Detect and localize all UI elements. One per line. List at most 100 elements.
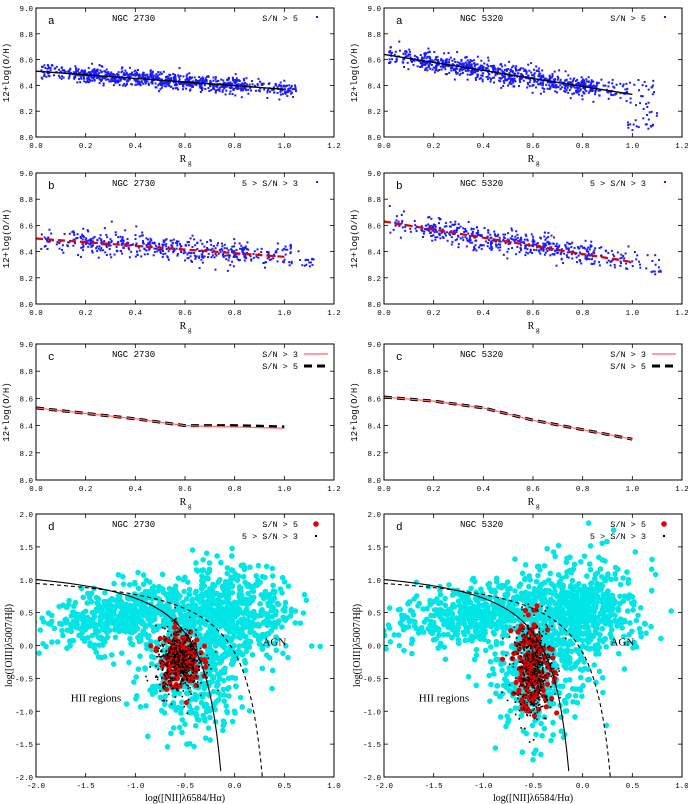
data-point xyxy=(203,255,206,258)
data-point xyxy=(207,248,210,251)
data-point xyxy=(631,265,634,268)
data-point xyxy=(120,244,123,247)
data-point xyxy=(575,91,578,94)
data-point xyxy=(513,85,516,88)
data-point xyxy=(525,69,528,72)
data-point xyxy=(543,235,546,238)
sdss-point xyxy=(247,564,253,571)
legend: S/N > 3S/N > 5 xyxy=(262,350,328,372)
data-point xyxy=(172,87,175,90)
data-point xyxy=(584,82,587,85)
data-point xyxy=(406,61,409,64)
data-point xyxy=(96,68,99,71)
sdss-point xyxy=(143,577,150,584)
data-point xyxy=(511,70,514,73)
data-point xyxy=(270,258,273,261)
line-sn5 xyxy=(384,395,633,441)
data-point xyxy=(145,237,148,240)
data-point xyxy=(82,235,85,238)
data-point xyxy=(404,52,407,55)
sdss-point xyxy=(282,604,288,611)
data-point xyxy=(506,78,509,81)
galaxy-name: NGC 2730 xyxy=(112,350,155,360)
data-point xyxy=(91,240,94,243)
data-point xyxy=(151,81,154,84)
data-point xyxy=(282,85,285,88)
sdss-point xyxy=(147,687,153,693)
data-point xyxy=(114,79,117,82)
data-point xyxy=(75,69,78,72)
sdss-point xyxy=(65,601,72,608)
data-point xyxy=(419,60,422,63)
data-point-red xyxy=(201,643,208,649)
data-point xyxy=(587,250,590,253)
data-point xyxy=(204,77,207,80)
data-point xyxy=(533,72,536,75)
sdss-point xyxy=(140,581,147,587)
data-point xyxy=(75,67,78,70)
ticks: 0.0 0.2 0.4 0.6 0.8 1.0 1.28.08.28.48.68.89.0 xyxy=(19,6,340,151)
data-point xyxy=(653,270,656,273)
data-point xyxy=(466,69,469,72)
data-point xyxy=(223,243,226,246)
data-point xyxy=(480,74,483,77)
data-point xyxy=(444,68,447,71)
data-point xyxy=(104,78,107,81)
data-point xyxy=(247,92,250,95)
data-point xyxy=(476,55,479,58)
sdss-point xyxy=(283,643,289,649)
data-point xyxy=(93,79,96,82)
data-point xyxy=(211,254,214,257)
data-point xyxy=(502,233,505,236)
data-point xyxy=(590,258,593,261)
data-point xyxy=(126,75,129,78)
data-point xyxy=(572,84,575,87)
data-point xyxy=(532,238,535,241)
data-point xyxy=(427,223,430,226)
data-point xyxy=(146,253,149,256)
sdss-point xyxy=(198,699,205,706)
sdss-point xyxy=(149,661,155,667)
data-point xyxy=(445,73,448,76)
data-point xyxy=(282,261,285,264)
data-point xyxy=(598,261,601,264)
data-point xyxy=(533,68,536,71)
sdss-point xyxy=(171,592,178,599)
data-point-black xyxy=(163,643,166,646)
data-point xyxy=(305,258,308,261)
data-point xyxy=(651,93,654,96)
data-point xyxy=(514,235,517,238)
data-point xyxy=(91,79,94,82)
data-point xyxy=(130,244,133,247)
data-point xyxy=(219,251,222,254)
data-point xyxy=(301,264,304,267)
data-point xyxy=(598,247,601,250)
data-point xyxy=(136,68,139,71)
sdss-point xyxy=(158,611,165,618)
data-point xyxy=(155,75,158,78)
data-point xyxy=(420,58,423,61)
data-point xyxy=(287,88,290,91)
data-point xyxy=(116,242,119,245)
data-point xyxy=(109,253,112,256)
data-point xyxy=(508,82,511,85)
data-point xyxy=(620,262,623,265)
data-point-black xyxy=(168,636,170,639)
data-point xyxy=(188,76,191,79)
data-point xyxy=(581,78,584,81)
data-point-black xyxy=(158,655,160,658)
sdss-point xyxy=(86,594,93,601)
data-point xyxy=(488,69,491,72)
data-point xyxy=(235,85,238,88)
data-point xyxy=(290,260,293,263)
data-point xyxy=(120,71,123,74)
data-point xyxy=(242,253,245,256)
data-point xyxy=(567,81,570,84)
fit-line xyxy=(36,237,285,258)
data-point xyxy=(555,249,558,252)
data-point xyxy=(165,238,168,241)
data-point xyxy=(612,253,615,256)
data-point xyxy=(158,73,161,76)
sdss-point xyxy=(183,612,190,619)
data-point xyxy=(255,255,258,258)
